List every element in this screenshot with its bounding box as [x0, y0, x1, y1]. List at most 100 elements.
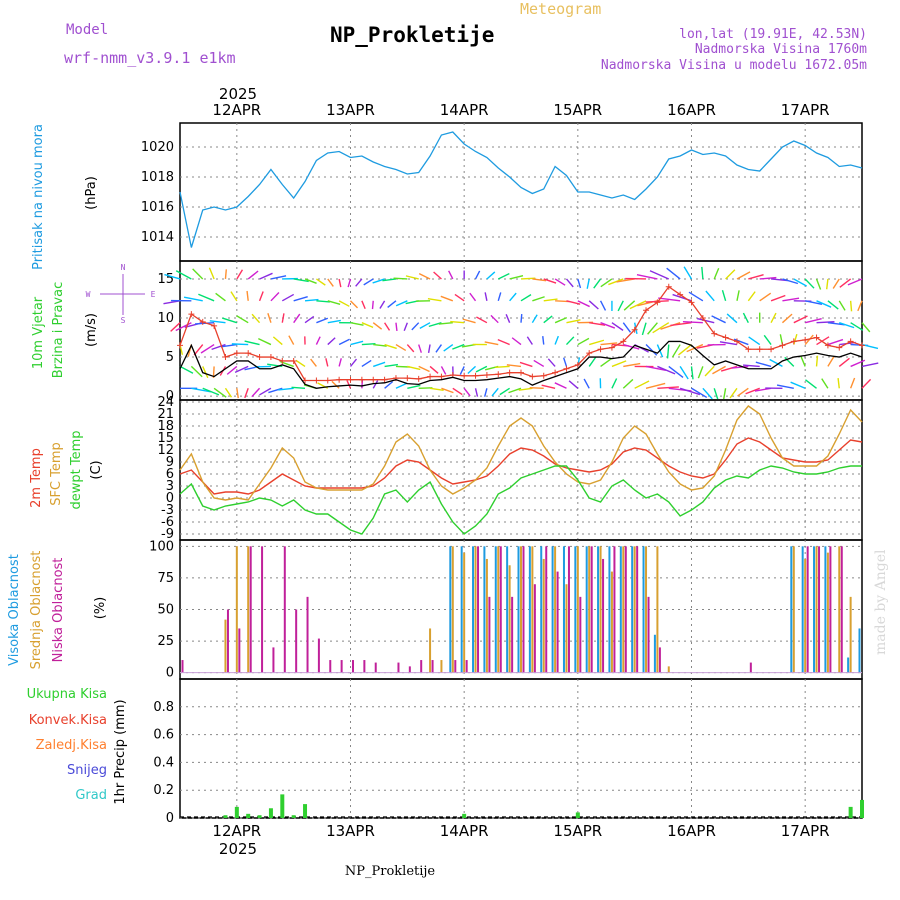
- low-cloud-bar: [465, 660, 468, 673]
- wind-gust-marker: [756, 346, 763, 353]
- wind-arrow: [497, 272, 510, 280]
- temp-legend-2m: 2m Temp: [29, 448, 44, 508]
- low-cloud-bar: [840, 546, 843, 673]
- wind-arrow: [805, 300, 823, 305]
- wind-arrow: [384, 322, 391, 331]
- wind-arrow: [463, 387, 471, 397]
- low-cloud-bar: [283, 546, 286, 673]
- wind-arrow: [688, 291, 704, 302]
- high-cloud-bar: [585, 546, 588, 673]
- wind-arrow: [568, 380, 579, 389]
- wind-arrow: [849, 377, 856, 389]
- ytick-label: 0.4: [153, 755, 174, 770]
- wind-arrow: [441, 387, 454, 394]
- wind-gust-marker: [552, 369, 559, 376]
- xtick-label-bottom: 12APR: [212, 822, 261, 840]
- wind-arrow: [776, 384, 794, 389]
- precip-bar: [575, 812, 580, 818]
- wind-gust-marker: [279, 357, 286, 364]
- mid-cloud-bar: [576, 546, 579, 673]
- wind-arrow: [213, 387, 227, 398]
- wind-arrow: [393, 277, 408, 280]
- precip-ylabel-text: 1hr Precip: [113, 739, 128, 805]
- compass-north: N: [121, 263, 126, 272]
- wind-arrow: [731, 365, 749, 369]
- xtick-label-top: 15APR: [553, 101, 602, 119]
- wind-arrow: [562, 357, 568, 367]
- wind-arrow: [450, 320, 465, 324]
- wind-arrow: [495, 365, 510, 369]
- wind-arrow: [565, 278, 574, 288]
- mid-cloud-bar: [633, 546, 636, 673]
- wind-arrow: [736, 290, 740, 301]
- wind-arrow: [800, 355, 806, 367]
- ytick-label: -9: [161, 527, 174, 542]
- wind-arrow: [658, 297, 681, 302]
- wind-gust-marker: [302, 377, 309, 384]
- wind-arrow: [826, 278, 829, 290]
- mid-cloud-bar: [451, 546, 454, 673]
- wind-arrow: [705, 290, 715, 302]
- ytick-label: 1018: [141, 170, 174, 185]
- wind-arrow: [505, 314, 511, 323]
- wind-arrow: [236, 269, 244, 280]
- low-cloud-bar: [602, 558, 605, 673]
- wind-arrow: [459, 366, 465, 375]
- wind-arrow: [484, 341, 499, 346]
- wind-arrow: [816, 321, 835, 324]
- wind-arrow: [499, 387, 511, 396]
- wind-arrow: [278, 387, 294, 391]
- ytick-label: 100: [149, 539, 174, 554]
- precip-bar: [462, 813, 467, 818]
- sfc-temp-line: [179, 405, 863, 501]
- wind-gust-marker: [802, 336, 809, 343]
- wind-arrow: [506, 364, 522, 368]
- pressure-ylabel: Pritisak na nivou mora: [31, 124, 46, 270]
- wind-gust-marker: [358, 376, 365, 383]
- wind-arrow: [666, 344, 670, 359]
- wind-arrow: [509, 275, 524, 280]
- wind-arrow: [666, 267, 681, 280]
- wind-arrow: [247, 270, 259, 280]
- xtick-label-bottom: 15APR: [553, 822, 602, 840]
- wind-arrow: [647, 322, 658, 335]
- wind-arrow: [737, 387, 749, 397]
- wind-gust-marker: [188, 311, 195, 318]
- wind-arrow: [258, 338, 272, 346]
- wind-arrow: [827, 356, 835, 367]
- wind-arrow: [827, 338, 844, 346]
- wind-arrow: [183, 296, 203, 302]
- wind-arrow: [755, 361, 772, 368]
- ytick-label: 21: [157, 407, 174, 422]
- wind-arrow: [224, 387, 233, 398]
- wind-arrow: [678, 344, 692, 356]
- wind-arrow: [520, 314, 523, 323]
- wind-arrow: [790, 381, 806, 389]
- wind-arrow: [793, 315, 808, 324]
- mid-cloud-bar: [815, 546, 818, 673]
- wind-arrow: [623, 362, 641, 368]
- high-cloud-bar: [483, 546, 486, 673]
- wind-arrow: [429, 365, 439, 374]
- wind-arrow: [411, 322, 420, 331]
- wind-arrow: [462, 318, 476, 324]
- panel-frame: [179, 678, 863, 819]
- wind-arrow: [281, 313, 285, 323]
- wind-gust-marker: [859, 342, 865, 349]
- precip-legend-frozen: Zaledj.Kisa: [36, 738, 107, 753]
- wind-arrow: [327, 278, 334, 287]
- wind-arrow: [486, 271, 496, 280]
- low-cloud-bar: [488, 596, 491, 673]
- wind-arrow: [272, 336, 283, 346]
- wind-arrow: [641, 322, 647, 336]
- wind-arrow: [634, 380, 650, 389]
- wind-arrow: [467, 365, 477, 375]
- wind-arrow: [194, 321, 215, 325]
- wind-arrow: [338, 338, 350, 346]
- wind-arrow: [805, 318, 822, 324]
- wind-arrow: [200, 343, 215, 354]
- wind-arrow: [244, 340, 260, 346]
- mid-cloud-bar: [508, 565, 511, 673]
- wind-arrow: [805, 379, 817, 389]
- wind-arrow: [310, 358, 317, 367]
